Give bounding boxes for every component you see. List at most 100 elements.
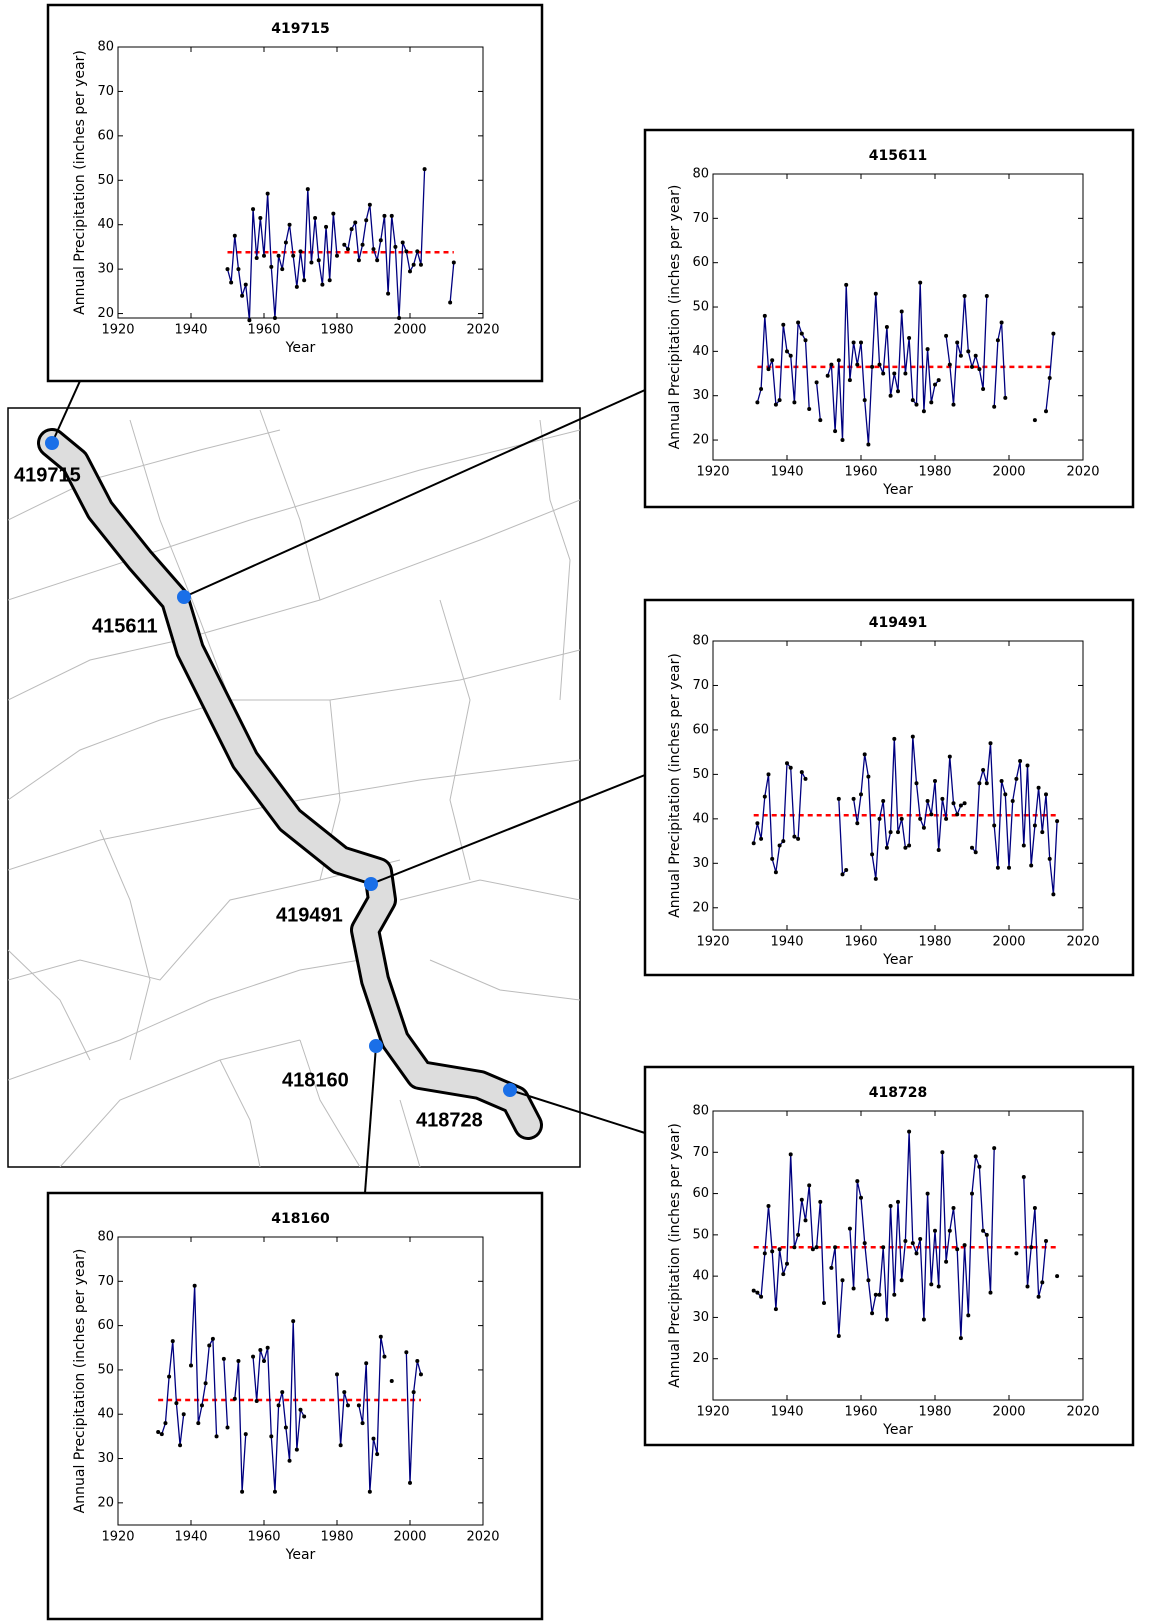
data-point	[269, 264, 274, 269]
x-axis-label: Year	[285, 340, 316, 356]
x-tick-label: 2020	[466, 1530, 499, 1545]
data-point	[225, 1425, 230, 1430]
data-point	[929, 812, 934, 817]
connector	[183, 389, 646, 598]
data-point	[929, 400, 934, 405]
y-tick-label: 50	[692, 767, 709, 782]
data-point	[903, 845, 908, 850]
y-tick-label: 70	[692, 1145, 709, 1160]
station-label: 419491	[276, 904, 343, 926]
data-point	[766, 1203, 771, 1208]
data-point	[294, 284, 299, 289]
data-point	[755, 821, 760, 826]
data-point	[367, 1489, 372, 1494]
data-point	[877, 816, 882, 821]
data-point	[189, 1363, 193, 1368]
data-point	[796, 320, 801, 325]
data-point	[814, 1245, 819, 1250]
data-point	[981, 387, 986, 392]
data-point	[280, 267, 285, 272]
data-point	[1007, 865, 1011, 870]
data-point	[327, 278, 332, 283]
data-point	[881, 371, 886, 376]
data-point	[918, 816, 923, 821]
y-tick-label: 60	[97, 1318, 114, 1333]
data-point	[777, 843, 782, 848]
data-point	[313, 216, 318, 221]
data-point	[1040, 830, 1045, 835]
data-point	[955, 812, 960, 817]
data-point	[925, 1191, 930, 1196]
data-point	[309, 260, 314, 265]
stations	[45, 436, 517, 1097]
data-point	[851, 340, 856, 345]
data-point	[258, 1347, 263, 1352]
data-point	[933, 1228, 937, 1233]
data-point	[408, 269, 412, 274]
data-point	[866, 442, 871, 447]
data-point	[914, 1251, 919, 1256]
data-point	[992, 823, 997, 828]
connectors	[51, 380, 646, 1194]
data-point	[386, 291, 391, 296]
data-point	[999, 779, 1004, 784]
x-tick-label: 1960	[247, 1530, 280, 1545]
data-point	[825, 373, 830, 378]
chart: 419715 Year Annual Precipitation (inches p…	[46, 3, 544, 383]
chart-title: 419715	[271, 21, 329, 37]
data-point	[265, 1345, 270, 1350]
data-point	[1032, 1206, 1037, 1211]
data-point	[302, 278, 307, 283]
station-label: 418728	[416, 1109, 483, 1131]
data-point	[298, 249, 303, 254]
data-point	[947, 362, 952, 367]
y-tick-label: 70	[692, 678, 709, 693]
chart-title: 418160	[271, 1211, 330, 1227]
data-point	[981, 1228, 986, 1233]
data-point	[947, 754, 952, 759]
data-point	[181, 1412, 186, 1417]
data-point	[262, 1359, 266, 1364]
data-point	[859, 792, 863, 797]
data-point	[796, 836, 801, 841]
data-point	[925, 347, 930, 352]
data-point	[810, 1247, 815, 1252]
data-point	[163, 1421, 168, 1426]
y-tick-label: 80	[97, 1230, 114, 1245]
data-point	[796, 1232, 801, 1237]
data-point	[156, 1429, 161, 1434]
x-tick-label: 1940	[174, 1530, 207, 1545]
data-point	[929, 1282, 934, 1287]
station-dot	[364, 877, 378, 891]
y-tick-label: 60	[692, 255, 709, 270]
x-tick-label: 1980	[320, 323, 353, 338]
data-point	[1051, 331, 1056, 336]
data-point	[899, 816, 904, 821]
data-point	[803, 1218, 808, 1223]
data-point	[870, 1311, 875, 1316]
data-point	[833, 1245, 838, 1250]
data-point	[877, 1292, 882, 1297]
chart: 419491 Year Annual Precipitation (inches p…	[643, 598, 1135, 977]
data-point	[785, 1261, 789, 1266]
data-point	[899, 1278, 904, 1283]
data-point	[762, 313, 767, 318]
data-point	[836, 796, 841, 801]
data-point	[360, 242, 365, 247]
data-point	[192, 1283, 197, 1288]
data-point	[999, 320, 1004, 325]
data-point	[375, 258, 380, 263]
data-point	[792, 834, 797, 839]
data-point	[836, 358, 841, 363]
data-point	[364, 1361, 369, 1366]
data-point	[770, 1249, 775, 1254]
data-point	[840, 1278, 845, 1283]
data-point	[862, 1241, 867, 1246]
y-axis-label: Annual Precipitation (inches per year)	[667, 185, 683, 450]
data-point	[170, 1339, 175, 1344]
data-point	[251, 207, 256, 212]
data-point	[243, 1432, 248, 1437]
data-point	[225, 267, 230, 272]
y-tick-label: 70	[97, 1274, 114, 1289]
data-point	[896, 389, 900, 394]
